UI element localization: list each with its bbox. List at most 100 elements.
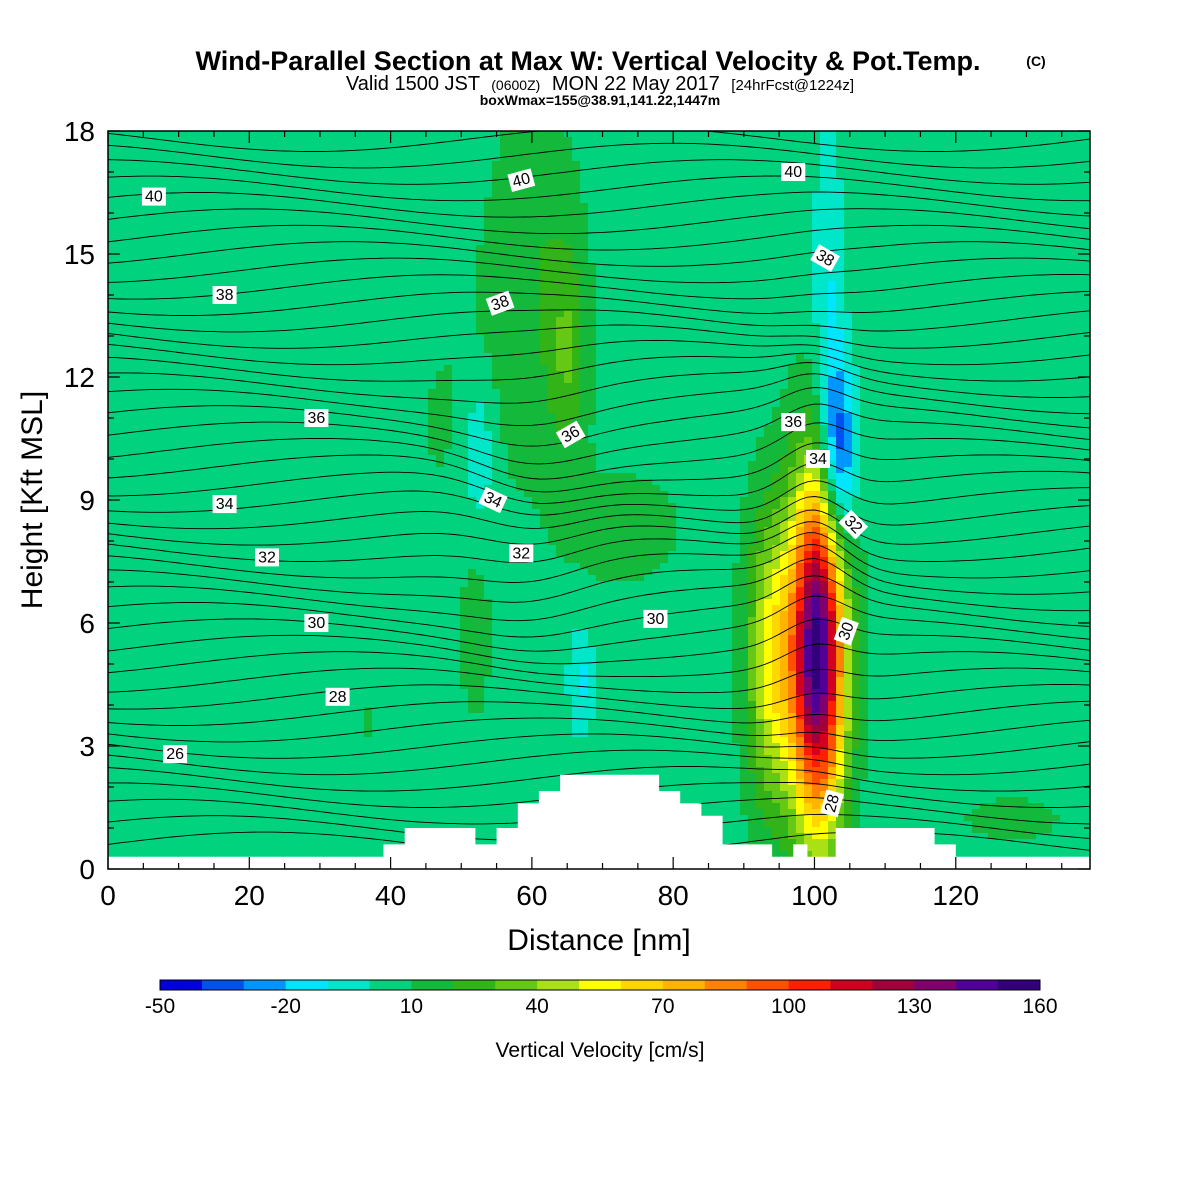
w-cell [508, 197, 517, 204]
w-cell [676, 155, 685, 162]
w-cell [532, 245, 541, 252]
w-cell [732, 251, 741, 258]
w-cell [844, 239, 853, 246]
w-cell [884, 341, 893, 348]
w-cell [108, 365, 117, 372]
w-cell [156, 353, 165, 360]
w-cell [884, 263, 893, 270]
w-cell [276, 335, 285, 342]
w-cell [444, 167, 453, 174]
w-cell [876, 281, 885, 288]
w-cell [244, 269, 253, 276]
w-cell [692, 221, 701, 228]
w-cell [260, 185, 269, 192]
w-cell [580, 161, 589, 168]
w-cell [260, 371, 269, 378]
w-cell [1044, 365, 1053, 372]
w-cell [260, 233, 269, 240]
w-cell [204, 323, 213, 330]
w-cell [252, 341, 261, 348]
w-cell [548, 269, 557, 276]
w-cell [148, 371, 157, 378]
w-cell [996, 137, 1005, 144]
w-cell [444, 365, 453, 372]
w-cell [924, 173, 933, 180]
w-cell [140, 269, 149, 276]
w-cell [668, 137, 677, 144]
w-cell [852, 227, 861, 234]
w-cell [612, 263, 621, 270]
w-cell [948, 203, 957, 210]
w-cell [348, 143, 357, 150]
w-cell [1084, 299, 1090, 306]
w-cell [884, 335, 893, 342]
w-cell [884, 161, 893, 168]
w-cell [796, 365, 805, 372]
w-cell [924, 365, 933, 372]
w-cell [580, 185, 589, 192]
w-cell [740, 197, 749, 204]
w-cell [908, 245, 917, 252]
w-cell [852, 275, 861, 282]
w-cell [316, 221, 325, 228]
w-cell [300, 221, 309, 228]
w-cell [1084, 257, 1090, 264]
w-cell [1052, 251, 1061, 258]
w-cell [548, 155, 557, 162]
w-cell [1020, 215, 1029, 222]
w-cell [196, 227, 205, 234]
w-cell [356, 203, 365, 210]
w-cell [1036, 233, 1045, 240]
w-cell [420, 365, 429, 372]
w-cell [748, 263, 757, 270]
w-cell [956, 209, 965, 216]
w-cell [580, 167, 589, 174]
w-cell [1052, 233, 1061, 240]
w-cell [732, 227, 741, 234]
w-cell [316, 287, 325, 294]
w-cell [388, 191, 397, 198]
w-cell [956, 167, 965, 174]
w-cell [820, 281, 829, 288]
w-cell [436, 167, 445, 174]
w-cell [876, 161, 885, 168]
w-cell [836, 329, 845, 336]
w-cell [700, 359, 709, 366]
w-cell [492, 365, 501, 372]
w-cell [1004, 221, 1013, 228]
w-cell [708, 149, 717, 156]
w-cell [756, 239, 765, 246]
w-cell [884, 251, 893, 258]
w-cell [1076, 233, 1085, 240]
w-cell [620, 281, 629, 288]
w-cell [316, 269, 325, 276]
w-cell [948, 167, 957, 174]
w-cell [676, 239, 685, 246]
w-cell [924, 335, 933, 342]
w-cell [164, 287, 173, 294]
w-cell [476, 161, 485, 168]
w-cell [612, 251, 621, 258]
w-cell [332, 365, 341, 372]
w-cell [612, 221, 621, 228]
w-cell [788, 137, 797, 144]
w-cell [788, 359, 797, 366]
w-cell [844, 215, 853, 222]
w-cell [580, 191, 589, 198]
w-cell [228, 323, 237, 330]
w-cell [732, 209, 741, 216]
w-cell [876, 239, 885, 246]
w-cell [452, 329, 461, 336]
w-cell [388, 143, 397, 150]
w-cell [372, 215, 381, 222]
w-cell [820, 155, 829, 162]
w-cell [564, 179, 573, 186]
w-cell [108, 263, 117, 270]
w-cell [188, 173, 197, 180]
w-cell [780, 269, 789, 276]
w-cell [620, 233, 629, 240]
w-cell [812, 347, 821, 354]
w-cell [300, 305, 309, 312]
w-cell [620, 215, 629, 222]
w-cell [348, 131, 357, 138]
